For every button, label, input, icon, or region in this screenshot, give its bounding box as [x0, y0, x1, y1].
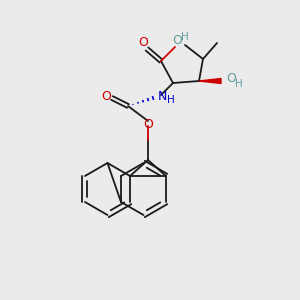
Text: O: O — [226, 73, 236, 85]
Text: O: O — [143, 118, 153, 131]
Text: O: O — [138, 37, 148, 50]
Text: H: H — [167, 95, 175, 105]
Text: H: H — [235, 79, 243, 89]
Text: O: O — [101, 89, 111, 103]
Text: O: O — [172, 34, 182, 47]
Polygon shape — [199, 79, 221, 83]
Text: N: N — [158, 89, 167, 103]
Text: H: H — [181, 32, 189, 42]
